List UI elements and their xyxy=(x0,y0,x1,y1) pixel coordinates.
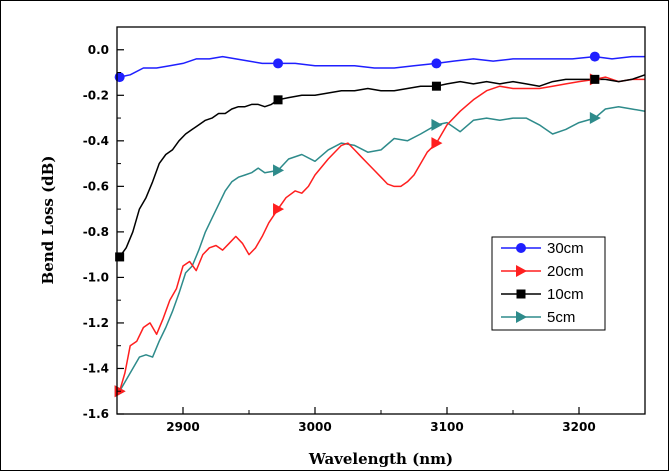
series-line-30cm xyxy=(119,55,645,78)
legend: 30cm 20cm 10cm 5cm xyxy=(491,236,606,331)
series-line-5cm xyxy=(118,105,645,392)
y-tick-label: -0.8 xyxy=(83,225,109,239)
data-point-5cm xyxy=(589,112,601,125)
legend-marker-5cm xyxy=(516,311,527,323)
legend-label-20cm: 20cm xyxy=(547,263,584,280)
data-point-5cm xyxy=(431,118,443,131)
legend-box xyxy=(491,236,606,331)
y-tick-label: -0.6 xyxy=(83,179,109,193)
data-point-10cm xyxy=(590,74,600,84)
x-tick-label: 3100 xyxy=(430,420,463,434)
x-axis-ticks: 2900 3000 3100 3200 xyxy=(116,407,646,434)
y-tick-label: 0.0 xyxy=(88,43,109,57)
x-tick-label: 3000 xyxy=(298,420,331,434)
data-point-10cm xyxy=(273,95,283,105)
y-tick-label: -1.2 xyxy=(83,316,109,330)
x-tick-label: 2900 xyxy=(166,420,199,434)
plot-frame xyxy=(116,26,646,415)
data-point-20cm xyxy=(431,137,443,150)
y-tick-label: -0.4 xyxy=(83,134,109,148)
y-tick-label: -1.0 xyxy=(83,270,109,284)
data-point-5cm xyxy=(273,164,285,177)
legend-label-5cm: 5cm xyxy=(547,309,575,326)
data-point-30cm xyxy=(589,51,600,62)
legend-marker-30cm xyxy=(516,243,526,253)
data-point-30cm xyxy=(431,58,442,69)
series-layer xyxy=(118,55,645,392)
data-point-30cm xyxy=(273,58,284,69)
legend-marker-10cm xyxy=(516,289,526,299)
x-tick-label: 3200 xyxy=(562,420,595,434)
series-line-10cm xyxy=(118,74,645,258)
data-point-30cm xyxy=(114,72,125,83)
legend-label-10cm: 10cm xyxy=(547,286,584,303)
y-tick-label: -1.4 xyxy=(83,361,109,375)
data-point-20cm xyxy=(273,203,285,216)
x-axis-title: Wavelength (nm) xyxy=(308,450,453,468)
y-axis-title: Bend Loss (dB) xyxy=(39,156,57,285)
y-axis-ticks: 0.0 -0.2 -0.4 -0.6 -0.8 -1.0 -1.2 -1.4 -1.6 xyxy=(83,43,124,421)
data-point-10cm xyxy=(431,81,441,91)
y-tick-label: -0.2 xyxy=(83,88,109,102)
data-point-10cm xyxy=(115,252,125,262)
y-tick-label: -1.6 xyxy=(83,407,109,421)
legend-marker-20cm xyxy=(516,265,527,277)
legend-label-30cm: 30cm xyxy=(547,240,584,257)
marker-layer xyxy=(114,51,601,398)
series-line-20cm xyxy=(118,76,645,392)
